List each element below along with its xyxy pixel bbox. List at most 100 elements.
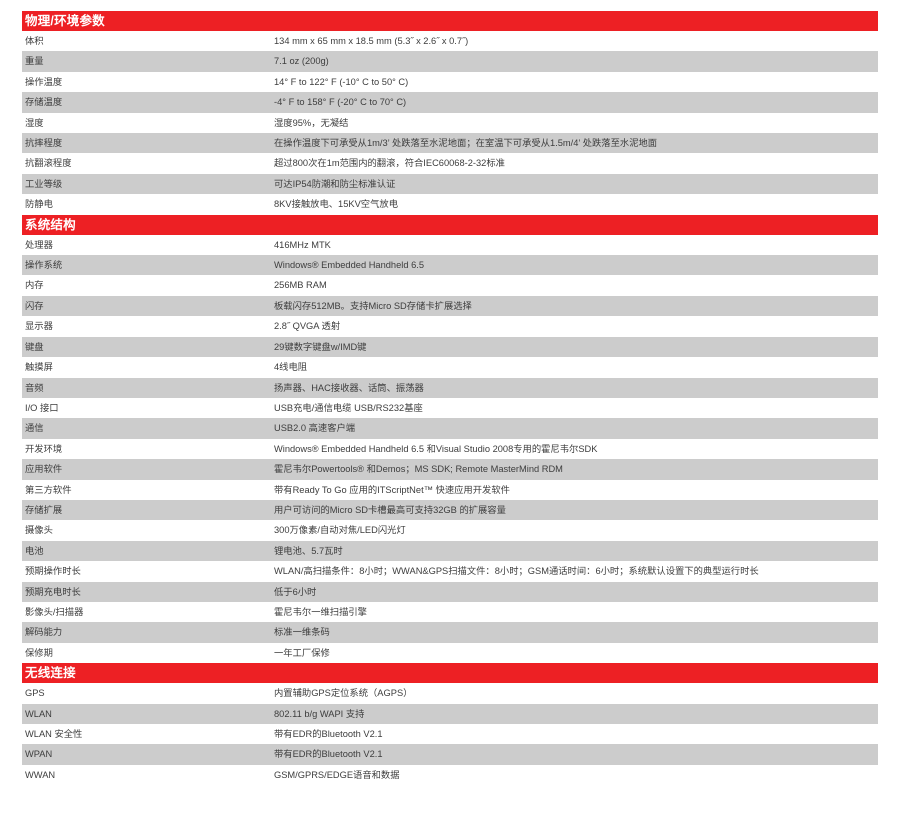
spec-label: 操作系统 [25,260,63,271]
spec-value: 锂电池、5.7瓦时 [274,545,343,556]
spec-value: 802.11 b/g WAPI 支持 [274,708,365,719]
table-row: 显示器 2.8˝ QVGA 透射 [22,316,878,337]
spec-label: 第三方软件 [25,484,72,495]
section-header: 无线连接 [22,663,878,684]
spec-value: 可达IP54防潮和防尘标准认证 [274,178,396,189]
table-row: WWAN GSM/GPRS/EDGE语音和数据 [22,764,878,786]
spec-value: 带有EDR的Bluetooth V2.1 [274,729,383,739]
spec-section: 物理/环境参数 体积 134 mm x 65 mm x 18.5 mm (5.3˝ … [22,11,878,215]
spec-label: WWAN [25,769,56,780]
table-row: 应用软件 霍尼韦尔Powertools® 和Demos；MS SDK; Remot… [22,459,878,480]
spec-value: 4线电阻 [274,362,308,373]
spec-value: WLAN/高扫描条件：8小时；WWAN&GPS扫描文件：8小时；GSM通话时间：… [274,566,759,577]
table-row: 内存 256MB RAM [22,275,878,296]
table-row: 抗翻滚程度 超过800次在1m范围内的翻滚，符合IEC60068-2-32标准 [22,153,878,174]
spec-value: 低于6小时 [274,586,317,597]
spec-section: 系统结构处理器 416MHz MTK 操作系统 Windows® Embedded H… [22,214,878,664]
spec-label: 通信 [25,423,44,434]
spec-value: 扬声器、HAC接收器、话筒、振荡器 [274,382,424,393]
table-row: WLAN 802.11 b/g WAPI 支持 [22,703,878,724]
spec-value: 416MHz MTK [274,239,331,250]
spec-value: 2.8˝ QVGA 透射 [274,321,341,332]
table-row: 解码能力 标准一维条码 [22,622,878,643]
table-row: 摄像头 300万像素/自动对焦/LED闪光灯 [22,520,878,541]
spec-label: 开发环境 [25,443,63,454]
spec-value: USB充电/通信电缆 USB/RS232基座 [274,402,423,413]
spec-value: 用户可访问的Micro SD卡槽最高可支持32GB 的扩展容量 [274,504,506,515]
spec-label: 处理器 [25,239,53,250]
spec-label: 保修期 [25,647,53,658]
table-row: 湿度 湿度95%，无凝结 [22,112,878,134]
spec-section: 无线连接 GPS 内置辅助GPS定位系统（AGPS） WLAN 802.11 b/g W… [22,663,878,786]
spec-value: 8KV接触放电、15KV空气放电 [274,199,398,210]
table-row: I/O 接口 USB充电/通信电缆 USB/RS232基座 [22,397,878,419]
table-row: 键盘 29键数字键盘w/IMD键 [22,336,878,358]
table-row: 重量 7.1 oz (200g) [22,51,878,72]
spec-value: 湿度95%，无凝结 [274,117,349,128]
spec-value: Windows® Embedded Handheld 6.5 和Visual S… [274,443,598,454]
spec-value: 256MB RAM [274,280,327,291]
spec-label: 体积 [25,36,44,46]
spec-label: 键盘 [25,341,44,352]
spec-label: 内存 [25,280,44,291]
spec-label: WLAN [25,708,52,719]
spec-label: 电池 [25,545,44,556]
table-row: 闪存 板载闪存512MB。支持Micro SD存储卡扩展选择 [22,295,878,317]
table-row: 预期充电时长 低于6小时 [22,581,878,602]
spec-label: 音频 [25,382,44,393]
spec-label: 存储扩展 [25,504,63,515]
table-row: GPS 内置辅助GPS定位系统（AGPS） [22,683,878,704]
table-row: 防静电 8KV接触放电、15KV空气放电 [22,194,878,215]
spec-value: 霍尼韦尔Powertools® 和Demos；MS SDK; Remote Ma… [274,464,563,475]
table-row: 存储扩展 用户可访问的Micro SD卡槽最高可支持32GB 的扩展容量 [22,499,878,521]
spec-label: 触摸屏 [25,362,53,373]
table-row: 存储温度 -4° F to 158° F (-20° C to 70° C) [22,92,878,113]
table-row: 通信 USB2.0 高速客户端 [22,418,878,439]
spec-value: 14° F to 122° F (-10° C to 50° C) [274,76,409,87]
spec-label: 防静电 [25,199,53,210]
spec-label: 抗摔程度 [25,138,63,149]
table-row: 预期操作时长 WLAN/高扫描条件：8小时；WWAN&GPS扫描文件：8小时；GS… [22,561,878,582]
spec-value: 134 mm x 65 mm x 18.5 mm (5.3˝ x 2.6˝ x … [274,36,469,46]
table-row: 保修期 一年工厂保修 [22,642,878,664]
section-header: 系统结构 [22,214,878,235]
spec-label: WPAN [25,749,53,760]
table-row: 影像头/扫描器 霍尼韦尔一维扫描引擎 [22,601,878,623]
table-row: 操作系统 Windows® Embedded Handheld 6.5 [22,255,878,276]
spec-label: 工业等级 [25,178,63,189]
table-row: 第三方软件 带有Ready To Go 应用的ITScriptNet™ 快速应用开… [22,479,878,500]
table-row: WLAN 安全性 带有EDR的Bluetooth V2.1 [22,724,878,745]
table-row: 开发环境 Windows® Embedded Handheld 6.5 和Visu… [22,438,878,460]
spec-value: 7.1 oz (200g) [274,56,329,67]
spec-value: 标准一维条码 [274,627,330,638]
specification-sheet: 物理/环境参数 体积 134 mm x 65 mm x 18.5 mm (5.3˝ … [22,11,878,786]
spec-value: 在操作温度下可承受从1m/3’ 处跌落至水泥地面；在室温下可承受从1.5m/4’… [274,138,658,149]
spec-label: 闪存 [25,300,44,311]
spec-label: 操作温度 [25,76,63,87]
table-row: 触摸屏 4线电阻 [22,357,878,378]
spec-label: 预期充电时长 [25,586,81,597]
section-rows: 体积 134 mm x 65 mm x 18.5 mm (5.3˝ x 2.6˝ … [22,31,878,215]
spec-label: 摄像头 [25,525,53,536]
table-row: 体积 134 mm x 65 mm x 18.5 mm (5.3˝ x 2.6˝ … [22,31,878,52]
spec-value: Windows® Embedded Handheld 6.5 [274,260,425,271]
table-row: 操作温度 14° F to 122° F (-10° C to 50° C) [22,71,878,93]
spec-label: 预期操作时长 [25,566,81,577]
spec-value: 29键数字键盘w/IMD键 [274,341,367,352]
spec-value: 板载闪存512MB。支持Micro SD存储卡扩展选择 [274,300,472,311]
section-rows: GPS 内置辅助GPS定位系统（AGPS） WLAN 802.11 b/g WAPI … [22,683,878,786]
spec-label: 存储温度 [25,97,63,108]
spec-label: 湿度 [25,117,44,128]
table-row: 电池 锂电池、5.7瓦时 [22,540,878,562]
spec-label: 应用软件 [25,464,63,475]
table-row: WPAN 带有EDR的Bluetooth V2.1 [22,744,878,765]
spec-value: 霍尼韦尔一维扫描引擎 [274,606,367,617]
spec-value: USB2.0 高速客户端 [274,423,356,434]
spec-label: GPS [25,688,45,699]
table-row: 处理器 416MHz MTK [22,234,878,256]
spec-label: 抗翻滚程度 [25,158,72,169]
spec-label: 重量 [25,56,44,67]
spec-label: I/O 接口 [25,402,59,413]
spec-value: 带有Ready To Go 应用的ITScriptNet™ 快速应用开发软件 [274,484,510,495]
spec-label: 显示器 [25,321,53,332]
